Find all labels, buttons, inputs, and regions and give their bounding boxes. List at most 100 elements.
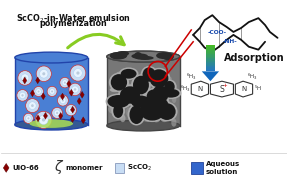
Ellipse shape [172, 95, 176, 103]
Circle shape [64, 82, 66, 84]
Circle shape [35, 111, 52, 129]
FancyBboxPatch shape [206, 49, 215, 50]
Ellipse shape [163, 77, 167, 82]
Circle shape [54, 110, 60, 116]
Ellipse shape [145, 88, 161, 105]
Circle shape [42, 118, 45, 122]
Text: $^6$H$_3$: $^6$H$_3$ [186, 72, 197, 82]
Ellipse shape [158, 111, 162, 116]
Polygon shape [60, 93, 65, 100]
FancyBboxPatch shape [206, 50, 215, 51]
FancyBboxPatch shape [206, 61, 215, 62]
FancyBboxPatch shape [206, 54, 215, 55]
Ellipse shape [110, 52, 127, 60]
Text: monomer: monomer [66, 165, 103, 171]
Circle shape [29, 102, 36, 109]
Ellipse shape [148, 96, 170, 111]
FancyBboxPatch shape [206, 69, 215, 70]
Ellipse shape [119, 51, 128, 58]
Circle shape [76, 71, 80, 75]
Ellipse shape [113, 104, 123, 118]
Polygon shape [81, 117, 85, 124]
Circle shape [49, 89, 55, 94]
Ellipse shape [134, 52, 142, 59]
Circle shape [27, 117, 30, 119]
Polygon shape [77, 98, 81, 105]
FancyBboxPatch shape [206, 46, 215, 47]
Ellipse shape [162, 53, 174, 60]
Circle shape [17, 90, 28, 101]
Ellipse shape [107, 51, 180, 62]
Ellipse shape [164, 81, 175, 92]
Ellipse shape [108, 95, 130, 108]
Text: N: N [241, 86, 247, 92]
FancyBboxPatch shape [206, 63, 215, 65]
Polygon shape [36, 115, 40, 122]
Text: Adsorption: Adsorption [224, 53, 285, 63]
Circle shape [68, 107, 74, 113]
Polygon shape [44, 112, 48, 119]
Ellipse shape [141, 105, 151, 116]
Ellipse shape [154, 70, 159, 75]
Ellipse shape [156, 102, 178, 122]
Ellipse shape [145, 102, 150, 107]
Circle shape [62, 80, 68, 85]
Circle shape [36, 89, 41, 94]
Ellipse shape [153, 92, 158, 96]
Text: $\zeta$: $\zeta$ [54, 158, 64, 176]
Ellipse shape [118, 105, 123, 111]
Circle shape [52, 107, 63, 119]
Ellipse shape [30, 119, 73, 128]
Ellipse shape [158, 103, 176, 120]
Ellipse shape [147, 90, 159, 103]
Ellipse shape [129, 94, 152, 109]
Ellipse shape [136, 87, 144, 95]
Polygon shape [70, 116, 74, 122]
Polygon shape [3, 163, 9, 172]
Polygon shape [59, 112, 63, 119]
Ellipse shape [158, 105, 166, 115]
FancyBboxPatch shape [114, 163, 124, 173]
Text: -NH-: -NH- [222, 39, 237, 44]
Polygon shape [80, 91, 84, 98]
Ellipse shape [162, 79, 177, 94]
Text: UiO-66: UiO-66 [12, 165, 38, 171]
Ellipse shape [109, 73, 129, 92]
Ellipse shape [140, 101, 164, 121]
FancyBboxPatch shape [206, 62, 215, 63]
Circle shape [58, 95, 68, 106]
Ellipse shape [131, 84, 141, 89]
Polygon shape [30, 90, 35, 97]
Ellipse shape [164, 76, 172, 82]
Ellipse shape [139, 103, 153, 117]
Circle shape [26, 115, 31, 121]
Circle shape [42, 72, 45, 75]
Circle shape [34, 86, 44, 97]
Ellipse shape [150, 69, 168, 88]
Ellipse shape [122, 84, 127, 89]
Polygon shape [41, 93, 45, 100]
Ellipse shape [119, 95, 125, 105]
Ellipse shape [131, 53, 148, 59]
Ellipse shape [120, 114, 125, 122]
FancyBboxPatch shape [191, 162, 203, 174]
Ellipse shape [171, 119, 176, 127]
Text: N: N [197, 86, 203, 92]
Ellipse shape [138, 100, 167, 122]
Ellipse shape [125, 88, 135, 93]
Ellipse shape [164, 85, 169, 90]
Ellipse shape [150, 98, 168, 109]
FancyArrowPatch shape [68, 34, 124, 48]
Circle shape [66, 105, 77, 116]
Ellipse shape [126, 108, 131, 116]
Circle shape [21, 74, 29, 82]
Text: S: S [220, 85, 224, 94]
FancyBboxPatch shape [15, 58, 88, 125]
Ellipse shape [110, 102, 114, 112]
Circle shape [74, 69, 82, 77]
Circle shape [24, 113, 33, 123]
Ellipse shape [131, 74, 151, 96]
Circle shape [18, 71, 32, 85]
Ellipse shape [111, 102, 125, 119]
Ellipse shape [148, 68, 170, 89]
